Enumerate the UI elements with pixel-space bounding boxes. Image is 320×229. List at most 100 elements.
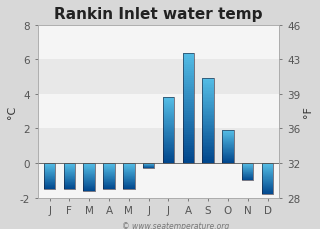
Bar bbox=[44, 163, 55, 164]
Bar bbox=[103, 181, 115, 182]
Bar bbox=[202, 114, 214, 116]
Bar bbox=[163, 109, 174, 110]
Bar bbox=[103, 179, 115, 180]
Bar bbox=[182, 103, 194, 105]
Bar bbox=[64, 177, 75, 178]
Bar bbox=[222, 141, 234, 142]
Bar bbox=[222, 140, 234, 141]
Bar bbox=[163, 107, 174, 108]
Bar bbox=[103, 174, 115, 175]
Bar bbox=[202, 146, 214, 148]
Bar bbox=[163, 100, 174, 101]
Bar bbox=[202, 145, 214, 146]
Bar bbox=[123, 171, 135, 172]
Bar bbox=[64, 184, 75, 185]
Bar bbox=[64, 169, 75, 170]
Bar bbox=[202, 144, 214, 145]
Bar bbox=[44, 175, 55, 176]
Bar bbox=[44, 184, 55, 185]
Bar bbox=[103, 173, 115, 174]
Bar bbox=[262, 185, 273, 186]
Bar bbox=[182, 94, 194, 95]
Bar bbox=[262, 175, 273, 176]
Bar bbox=[163, 108, 174, 109]
Bar bbox=[222, 131, 234, 132]
Bar bbox=[163, 158, 174, 159]
Bar bbox=[182, 128, 194, 130]
Bar bbox=[64, 170, 75, 171]
Bar bbox=[64, 180, 75, 181]
Bar bbox=[84, 181, 95, 182]
Bar bbox=[222, 132, 234, 133]
Bar bbox=[143, 163, 155, 169]
Bar bbox=[84, 186, 95, 187]
Bar bbox=[163, 111, 174, 112]
Bar bbox=[202, 100, 214, 101]
Bar bbox=[182, 127, 194, 128]
Bar bbox=[222, 145, 234, 146]
Bar bbox=[182, 134, 194, 136]
Bar bbox=[182, 141, 194, 143]
Bar bbox=[163, 142, 174, 143]
Bar bbox=[84, 178, 95, 179]
Bar bbox=[242, 166, 253, 167]
Bar bbox=[262, 167, 273, 168]
Bar bbox=[103, 169, 115, 170]
Bar bbox=[182, 90, 194, 92]
Bar bbox=[163, 110, 174, 111]
Bar bbox=[163, 106, 174, 107]
Bar bbox=[182, 75, 194, 77]
Bar bbox=[182, 145, 194, 147]
Bar bbox=[182, 68, 194, 70]
Bar bbox=[222, 135, 234, 136]
Bar bbox=[123, 187, 135, 188]
Bar bbox=[182, 114, 194, 116]
Bar bbox=[202, 148, 214, 149]
Bar bbox=[182, 53, 194, 55]
Bar bbox=[123, 168, 135, 169]
Bar bbox=[163, 155, 174, 156]
Title: Rankin Inlet water temp: Rankin Inlet water temp bbox=[54, 7, 263, 22]
Bar bbox=[163, 152, 174, 153]
Bar bbox=[262, 168, 273, 169]
Bar bbox=[163, 149, 174, 150]
Bar bbox=[262, 176, 273, 177]
Bar bbox=[84, 180, 95, 181]
Bar bbox=[182, 77, 194, 79]
Bar bbox=[242, 170, 253, 171]
Bar bbox=[103, 163, 115, 189]
Bar bbox=[44, 188, 55, 189]
Bar bbox=[202, 116, 214, 117]
Bar bbox=[242, 179, 253, 180]
Bar bbox=[202, 107, 214, 109]
Bar bbox=[64, 173, 75, 174]
Bar bbox=[44, 169, 55, 170]
Bar bbox=[163, 136, 174, 137]
Bar bbox=[222, 150, 234, 151]
Bar bbox=[64, 167, 75, 168]
Bar bbox=[84, 173, 95, 174]
Bar bbox=[202, 162, 214, 163]
Bar bbox=[182, 150, 194, 152]
Bar bbox=[84, 177, 95, 178]
Bar bbox=[222, 154, 234, 155]
Bar bbox=[123, 183, 135, 184]
Y-axis label: °F: °F bbox=[303, 106, 313, 118]
Bar bbox=[103, 166, 115, 167]
Bar bbox=[163, 138, 174, 139]
Bar bbox=[242, 174, 253, 175]
Bar bbox=[64, 186, 75, 187]
Bar bbox=[64, 164, 75, 165]
Bar bbox=[103, 167, 115, 168]
Bar bbox=[222, 133, 234, 134]
Bar bbox=[103, 186, 115, 187]
Bar bbox=[163, 143, 174, 144]
Bar bbox=[262, 184, 273, 185]
Bar bbox=[222, 143, 234, 144]
Bar bbox=[163, 132, 174, 133]
Bar bbox=[262, 190, 273, 191]
Bar bbox=[123, 169, 135, 170]
Bar bbox=[163, 122, 174, 123]
Bar bbox=[222, 161, 234, 162]
Bar bbox=[182, 59, 194, 61]
